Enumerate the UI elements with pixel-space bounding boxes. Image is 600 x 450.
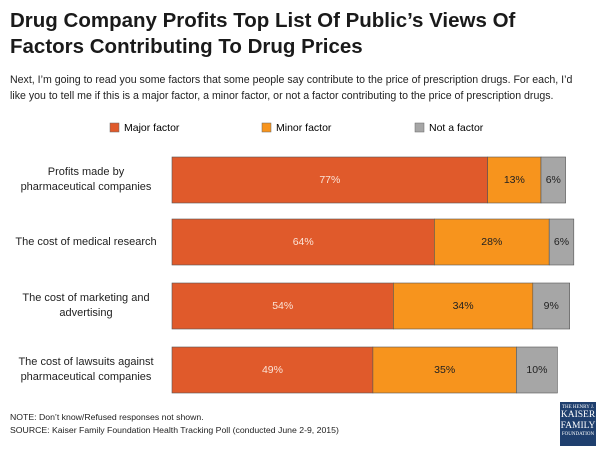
note: NOTE: Don’t know/Refused responses not s… [10,412,204,422]
bar-segment [171,156,489,204]
legend-swatch [414,122,425,133]
data-label: 34% [453,300,474,312]
bar-segment [372,346,517,394]
category-label: The cost of marketing and advertising [22,292,150,319]
bar-segment [540,156,566,204]
bar-segment [516,346,558,394]
bar-segment [532,282,570,330]
logo-text: THE HENRY J. [561,405,595,410]
data-label: 77% [319,174,340,186]
source: SOURCE: Kaiser Family Foundation Health … [10,425,339,435]
legend-label: Not a factor [429,122,484,134]
logo-text: FOUNDATION [561,432,595,437]
data-label: 49% [262,364,283,376]
bar-segment [548,218,575,266]
logo-text: FAMILY [560,420,596,431]
chart-title: Drug Company Profits Top List Of Public’… [10,9,516,58]
data-label: 10% [526,364,547,376]
bar-segment [393,282,534,330]
data-label: 35% [434,364,455,376]
data-label: 28% [481,236,502,248]
legend-label: Major factor [124,122,180,134]
legend-swatch [261,122,272,133]
data-label: 6% [554,236,569,248]
data-label: 64% [293,236,314,248]
data-label: 6% [546,174,561,186]
bar-segment [487,156,542,204]
bar-segment [171,346,374,394]
legend-label: Minor factor [276,122,332,134]
category-label: The cost of lawsuits against pharmaceuti… [18,356,154,383]
chart-subtitle: Next, I’m going to read you some factors… [10,74,573,102]
data-label: 54% [272,300,293,312]
bar-segment [171,282,394,330]
logo-text: KAISER [560,410,596,420]
data-label: 9% [544,300,559,312]
category-label: Profits made by pharmaceutical companies [20,166,152,193]
data-label: 13% [504,174,525,186]
category-label: The cost of medical research [15,235,157,248]
legend-swatch [109,122,120,133]
logo: THE HENRY J. KAISER FAMILY FOUNDATION [560,402,596,446]
bar-segment [171,218,435,266]
bar-segment [434,218,550,266]
